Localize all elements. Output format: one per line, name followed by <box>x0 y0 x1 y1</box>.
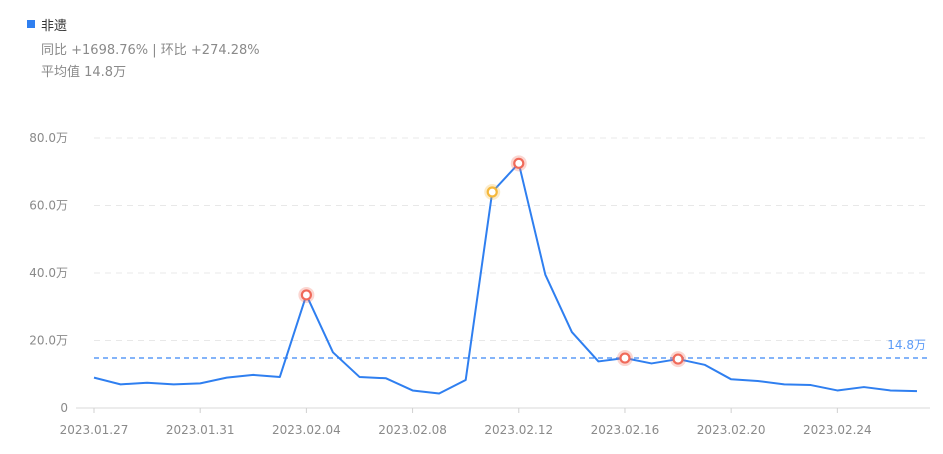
legend-label: 非遗 <box>41 18 68 34</box>
highlight-dot <box>300 289 312 301</box>
x-tick-label: 2023.01.31 <box>166 423 235 437</box>
y-tick-label: 20.0万 <box>29 334 68 348</box>
x-tick-labels: 2023.01.27 2023.01.31 2023.02.04 2023.02.08… <box>60 423 872 437</box>
legend[interactable]: 非遗 <box>27 14 260 34</box>
y-tick-label: 60.0万 <box>29 199 68 213</box>
x-tick-label: 2023.02.08 <box>378 423 447 437</box>
y-tick-labels: 0 20.0万 40.0万 60.0万 80.0万 <box>29 131 68 415</box>
x-tick-label: 2023.02.12 <box>484 423 553 437</box>
y-tick-label: 80.0万 <box>29 131 68 145</box>
y-tick-label: 0 <box>60 401 68 415</box>
highlight-point <box>616 350 633 367</box>
highlight-dot <box>486 186 498 198</box>
y-tick-label: 40.0万 <box>29 266 68 280</box>
legend-swatch <box>27 20 35 28</box>
highlight-points <box>298 155 687 368</box>
highlight-point <box>484 184 501 200</box>
highlight-point <box>670 351 687 368</box>
highlight-point <box>510 155 527 172</box>
x-tick-label: 2023.02.16 <box>591 423 660 437</box>
average-stat: 平均值 14.8万 <box>41 65 127 80</box>
highlight-dot <box>513 157 525 169</box>
highlight-point <box>298 286 315 303</box>
x-tick-label: 2023.02.20 <box>697 423 766 437</box>
series-line <box>93 162 918 395</box>
x-tick-label: 2023.02.04 <box>272 423 341 437</box>
comparison-stat: 同比 +1698.76% | 环比 +274.28% <box>41 43 260 58</box>
x-tick-marks <box>93 408 838 413</box>
highlight-dot <box>672 353 684 365</box>
average-line-label: 14.8万 <box>887 338 926 352</box>
highlight-dot <box>619 352 631 364</box>
x-tick-label: 2023.01.27 <box>60 423 129 437</box>
chart-header: 非遗 同比 +1698.76% | 环比 +274.28% 平均值 14.8万 <box>27 14 260 84</box>
grid-lines <box>94 137 930 341</box>
x-tick-label: 2023.02.24 <box>803 423 872 437</box>
